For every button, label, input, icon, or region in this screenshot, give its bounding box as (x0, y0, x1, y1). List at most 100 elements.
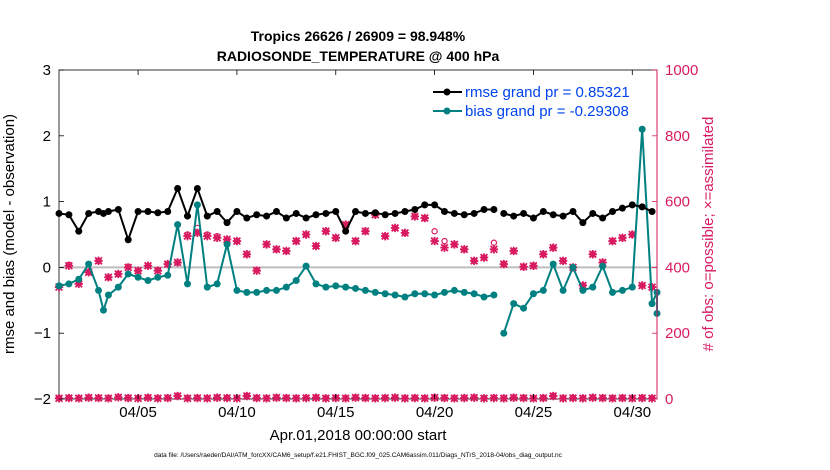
bias-point (450, 286, 458, 294)
bias-point (263, 286, 271, 294)
rmse-point (401, 207, 409, 215)
bias-point (529, 290, 537, 298)
x-tick-label: 04/15 (317, 404, 355, 421)
obs-assimilated-marker (489, 245, 499, 254)
legend-marker-rmse (443, 88, 451, 96)
rmse-point (342, 227, 350, 235)
bias-point (302, 262, 310, 270)
obs-assimilated-marker (153, 266, 163, 275)
rmse-point (65, 211, 73, 219)
chart-title-line1: Tropics 26626 / 26909 = 98.948% (251, 28, 466, 44)
rmse-point (134, 207, 142, 215)
obs-assimilated-marker (104, 273, 113, 282)
rmse-point (322, 209, 330, 217)
y-right-tick-label: 800 (665, 128, 690, 145)
bias-point (470, 290, 478, 298)
y-left-tick-label: 0 (43, 259, 51, 276)
y-left-tick-label: −2 (34, 391, 51, 408)
obs-assimilated-marker (380, 393, 390, 403)
bias-point (579, 286, 587, 294)
obs-assimilated-marker (558, 394, 568, 403)
x-axis: 04/05 04/10 04/15 04/20 04/25 04/30 (119, 70, 651, 421)
rmse-point (253, 211, 261, 219)
chart-title-line2: RADIOSONDE_TEMPERATURE @ 400 hPa (217, 48, 500, 64)
bias-point (431, 291, 439, 299)
bias-point (203, 283, 211, 291)
bias-point (510, 300, 518, 308)
rmse-point (243, 214, 251, 222)
y-axis-right: 0 200 400 600 800 1000 (652, 62, 698, 408)
obs-assimilated-marker (390, 223, 400, 233)
obs-assimilated-marker (539, 393, 548, 403)
obs-assimilated-marker (123, 263, 133, 272)
rmse-point (391, 209, 399, 217)
bias-point (154, 273, 162, 281)
bias-point (99, 306, 107, 314)
bias-point (134, 273, 142, 281)
bias-point (243, 288, 251, 296)
obs-assimilated-marker (469, 393, 479, 402)
rmse-point (85, 209, 93, 217)
obs-assimilated-marker (509, 393, 518, 402)
x-axis-label: Apr.01,2018 00:00:00 start (270, 427, 448, 444)
rmse-point (529, 214, 537, 222)
obs-assimilated-marker (430, 236, 439, 246)
rmse-point (174, 184, 182, 192)
obs-assimilated-marker (232, 236, 242, 246)
obs-assimilated-marker (618, 233, 627, 242)
bias-point (55, 282, 63, 290)
obs-assimilated-marker (242, 250, 252, 259)
bias-point (361, 286, 369, 294)
bias-point (599, 262, 607, 270)
bias-point (411, 290, 419, 298)
bias-point (95, 286, 103, 294)
obs-assimilated-marker (74, 394, 83, 403)
rmse-point (213, 207, 221, 215)
rmse-point (549, 211, 557, 219)
obs-assimilated-marker (203, 394, 212, 403)
obs-assimilated-marker (618, 393, 627, 403)
y-right-tick-label: 0 (665, 391, 673, 408)
rmse-point (480, 205, 488, 213)
rmse-point (618, 204, 626, 212)
obs-assimilated-marker (519, 262, 528, 271)
bias-point (144, 277, 152, 285)
legend: rmse grand pr = 0.85321 bias grand pr = … (429, 82, 654, 122)
bias-point (183, 280, 191, 288)
obs-assimilated-marker (252, 393, 261, 403)
bias-point (65, 280, 73, 288)
bias-point (164, 271, 172, 279)
obs-assimilated-marker (282, 246, 291, 256)
legend-label-bias: bias grand pr = -0.29308 (465, 103, 629, 120)
bias-point (193, 201, 201, 209)
rmse-point (75, 227, 83, 235)
y-right-tick-label: 600 (665, 194, 690, 211)
obs-assimilated-marker (341, 394, 350, 403)
obs-assimilated-marker (578, 281, 588, 290)
bias-point (253, 288, 261, 296)
footnote: data file: /Users/raeder/DAI/ATM_forcXX/… (154, 452, 563, 459)
bias-series (55, 125, 661, 337)
y-axis-left-label: rmse and bias (model - observation) (1, 114, 18, 354)
obs-assimilated-marker (460, 245, 469, 254)
rmse-point (539, 207, 547, 215)
rmse-point (569, 207, 577, 215)
bias-point (114, 283, 122, 291)
obs-assimilated-marker (173, 258, 182, 267)
obs-assimilated-marker (371, 394, 380, 403)
obs-assimilated-marker (440, 393, 449, 403)
rmse-point (154, 209, 162, 217)
rmse-point (193, 184, 201, 192)
bias-point (352, 284, 360, 292)
bias-point (124, 270, 132, 278)
bias-point (371, 288, 379, 296)
obs-assimilated-marker (64, 393, 74, 403)
obs-assimilated-marker (361, 227, 370, 236)
obs-assimilated-marker (637, 393, 647, 403)
rmse-point (302, 214, 310, 222)
bias-point (282, 283, 290, 291)
rmse-point (599, 214, 607, 222)
obs-assimilated-marker (262, 240, 271, 249)
obs-assimilated-marker (114, 269, 123, 279)
obs-assimilated-marker (499, 394, 508, 403)
